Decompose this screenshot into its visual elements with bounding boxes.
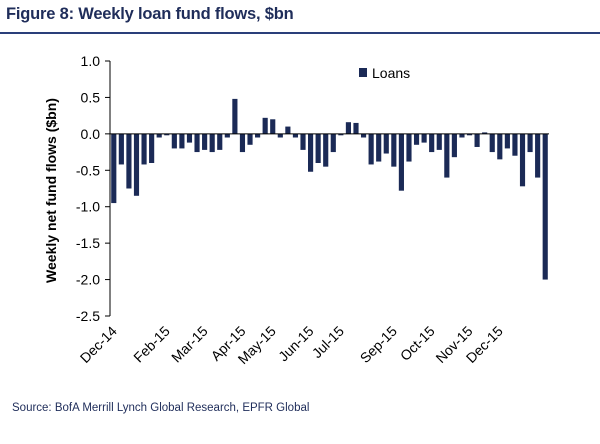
bar [406, 133, 412, 162]
bar [459, 133, 465, 138]
bar [398, 133, 404, 191]
bar [542, 133, 548, 280]
bar [497, 133, 503, 160]
legend-label-loans: Loans [372, 65, 410, 81]
bar [338, 133, 344, 136]
bar [149, 133, 155, 163]
bar [429, 133, 435, 153]
bar [133, 133, 140, 196]
bar [436, 133, 442, 150]
y-tick-label: 0.0 [81, 126, 101, 142]
bar [519, 133, 526, 187]
bar [239, 133, 246, 153]
bar [360, 133, 367, 138]
x-tick-label: Feb-15 [130, 323, 173, 366]
bar [466, 133, 473, 136]
bar [111, 133, 117, 204]
legend: Loans [359, 65, 410, 81]
legend-swatch-loans [359, 68, 367, 77]
bar [292, 133, 299, 138]
bar [444, 133, 450, 178]
bar [535, 133, 541, 178]
bar [141, 133, 147, 165]
bars-group [111, 98, 548, 280]
bar [315, 133, 321, 163]
bar [330, 133, 336, 153]
bar-chart: 1.0 0.5 0.0 -0.5 -1.0 -1.5 -2.0 -2.5 Dec-14 Feb-… [43, 53, 549, 367]
bar [179, 133, 185, 149]
bar [300, 133, 306, 150]
bar [383, 133, 389, 154]
bar [255, 133, 261, 138]
y-axis-label: Weekly net fund flows ($bn) [43, 98, 59, 283]
bar [224, 133, 230, 138]
bar [323, 133, 329, 167]
title-divider [0, 32, 600, 34]
bar [527, 133, 533, 153]
bar [126, 133, 132, 189]
bar [482, 132, 488, 134]
x-tick-label: Mar-15 [168, 323, 211, 366]
x-tick-label: Jul-15 [309, 323, 347, 361]
bar [489, 133, 495, 153]
bar [391, 133, 397, 167]
bar [270, 119, 276, 134]
bar [217, 133, 223, 150]
y-tick-label: -2.0 [76, 272, 100, 288]
y-tick-label: 0.5 [81, 89, 101, 105]
x-tick-label: Jun-15 [275, 323, 317, 365]
source-note: Source: BofA Merrill Lynch Global Resear… [12, 402, 310, 414]
x-tick-label: Dec-14 [77, 323, 120, 366]
bar [353, 122, 359, 134]
x-tick-label: Sep-15 [357, 323, 400, 366]
y-tick-label: -1.0 [76, 199, 100, 215]
bar [421, 133, 427, 143]
y-axis-ticks: 1.0 0.5 0.0 -0.5 -1.0 -1.5 -2.0 -2.5 [76, 53, 110, 324]
bar [512, 133, 518, 156]
bar [308, 133, 314, 172]
x-tick-label: Oct-15 [397, 323, 438, 364]
bar [345, 122, 351, 134]
bar [118, 133, 124, 165]
x-tick-labels: Dec-14 Feb-15Mar-15Apr-15May-15Jun-15Jul-… [77, 323, 506, 367]
y-tick-label: 1.0 [81, 53, 101, 69]
bar [376, 133, 382, 162]
y-tick-label: -2.5 [76, 308, 100, 324]
bar [156, 133, 162, 138]
bar [368, 133, 374, 165]
y-tick-label: -0.5 [76, 162, 100, 178]
bar [474, 133, 480, 147]
bar [277, 133, 283, 138]
bar [202, 133, 208, 150]
bar [451, 133, 457, 158]
bar [171, 133, 177, 149]
bar [262, 117, 268, 134]
bar [232, 98, 238, 134]
bar [247, 133, 253, 145]
bar [194, 133, 200, 153]
bar [164, 133, 170, 136]
axes-group [109, 61, 549, 316]
y-tick-label: -1.5 [76, 235, 100, 251]
figure-title: Figure 8: Weekly loan fund flows, $bn [6, 5, 294, 23]
bar [504, 133, 510, 149]
bar [209, 133, 215, 153]
bar [285, 126, 291, 134]
bar [413, 133, 420, 145]
bar [186, 133, 193, 143]
